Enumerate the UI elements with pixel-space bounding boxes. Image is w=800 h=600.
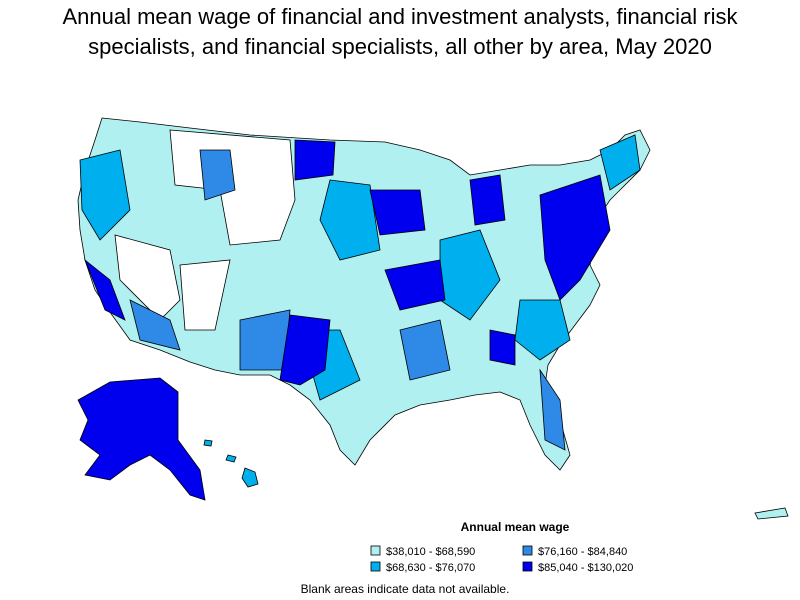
region bbox=[199, 149, 236, 201]
no-data-area bbox=[114, 234, 181, 321]
region bbox=[79, 149, 131, 241]
region bbox=[129, 299, 181, 351]
region bbox=[539, 174, 611, 301]
region bbox=[599, 134, 641, 191]
us-mainland bbox=[77, 117, 651, 471]
legend-label: $76,160 - $84,840 bbox=[538, 546, 627, 558]
region bbox=[369, 189, 426, 236]
alaska bbox=[77, 377, 206, 501]
hawaii bbox=[225, 454, 237, 463]
legend-swatch bbox=[370, 561, 381, 572]
puerto-rico bbox=[754, 507, 789, 520]
legend-label: $85,040 - $130,020 bbox=[538, 562, 633, 574]
legend-swatch bbox=[370, 545, 381, 556]
legend-title: Annual mean wage bbox=[461, 520, 570, 534]
map-title: Annual mean wage of financial and invest… bbox=[62, 4, 738, 59]
region bbox=[239, 309, 291, 371]
region bbox=[469, 174, 506, 226]
region bbox=[384, 259, 446, 311]
legend: Annual mean wage $38,010 - $68,590 $68,63… bbox=[370, 520, 633, 574]
region bbox=[489, 329, 516, 366]
hawaii bbox=[241, 467, 259, 488]
region bbox=[399, 319, 451, 381]
no-data-area bbox=[179, 259, 231, 331]
region bbox=[294, 139, 336, 181]
legend-label: $68,630 - $76,070 bbox=[386, 562, 475, 574]
note: Blank areas indicate data not available. bbox=[301, 582, 510, 596]
legend-swatch bbox=[522, 561, 533, 572]
region bbox=[279, 314, 331, 386]
legend-swatch bbox=[522, 545, 533, 556]
hawaii bbox=[203, 439, 213, 447]
region bbox=[319, 179, 381, 261]
legend-label: $38,010 - $68,590 bbox=[386, 546, 475, 558]
region bbox=[539, 368, 566, 451]
region bbox=[84, 258, 126, 321]
region bbox=[514, 299, 571, 361]
